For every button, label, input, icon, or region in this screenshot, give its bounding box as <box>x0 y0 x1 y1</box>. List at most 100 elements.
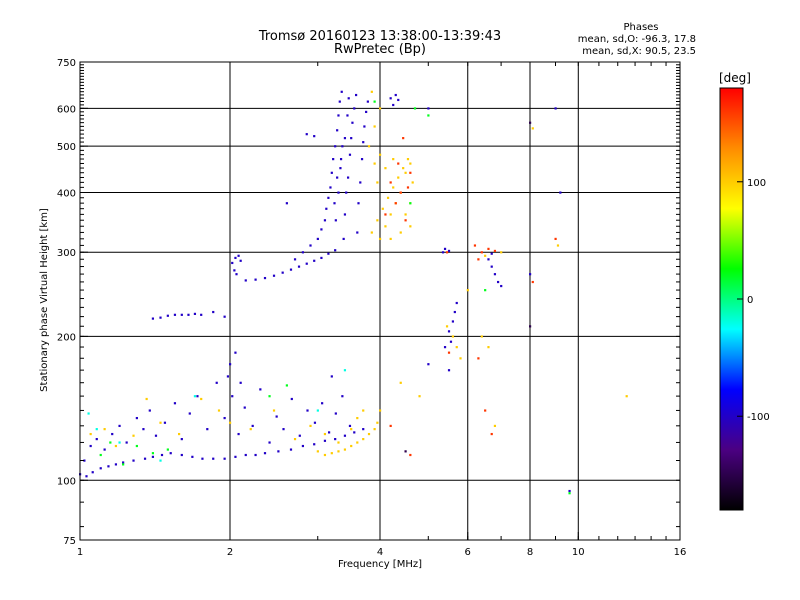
data-point <box>330 171 333 174</box>
data-point <box>337 450 340 453</box>
grid <box>80 62 680 540</box>
data-point <box>99 453 102 457</box>
data-point <box>359 181 362 184</box>
data-point <box>343 434 347 437</box>
data-point <box>455 301 458 305</box>
phases-o-stats: mean, sd,O: -96.3, 17.8 <box>578 34 696 45</box>
data-point <box>277 450 280 453</box>
data-point <box>293 258 297 261</box>
data-point <box>362 141 365 144</box>
data-point <box>327 252 330 255</box>
data-point <box>290 397 293 401</box>
data-point <box>427 363 430 366</box>
data-point <box>309 244 312 247</box>
data-point <box>445 251 449 254</box>
data-point <box>386 196 390 199</box>
data-point <box>339 158 343 161</box>
data-point <box>404 219 407 222</box>
data-point <box>125 441 128 444</box>
data-point <box>316 237 319 241</box>
data-point <box>343 448 347 451</box>
data-point <box>554 107 557 110</box>
data-point <box>373 100 376 103</box>
data-point <box>226 375 230 378</box>
data-point <box>379 153 382 156</box>
data-point <box>447 351 451 354</box>
data-point <box>447 249 451 253</box>
data-points <box>79 90 628 495</box>
data-point <box>500 284 503 288</box>
data-point <box>244 453 247 457</box>
data-point <box>329 186 332 189</box>
data-point <box>529 325 532 328</box>
data-point <box>531 127 534 130</box>
data-point <box>348 153 352 156</box>
data-point <box>339 167 342 170</box>
data-point <box>394 93 397 97</box>
data-point <box>193 312 197 315</box>
phases-title: Phases <box>623 22 658 33</box>
data-point <box>301 251 305 254</box>
data-point <box>473 244 477 247</box>
data-point <box>313 443 316 446</box>
y-axis-label: Stationary phase Virtual Height [km] <box>39 208 50 392</box>
data-point <box>418 395 421 398</box>
data-point <box>151 455 155 458</box>
data-point <box>343 369 347 372</box>
data-point <box>151 452 155 455</box>
data-point <box>341 145 344 148</box>
y-tick-label: 500 <box>57 142 76 153</box>
data-point <box>122 461 125 464</box>
data-point <box>379 409 382 412</box>
data-point <box>556 244 560 247</box>
data-point <box>313 135 316 138</box>
data-point <box>373 428 376 431</box>
data-point <box>163 421 167 424</box>
data-point <box>402 167 405 170</box>
data-point <box>99 467 102 470</box>
data-point <box>343 137 347 140</box>
data-point <box>231 261 234 265</box>
data-point <box>132 459 135 462</box>
y-tick-label: 300 <box>57 248 76 259</box>
data-point <box>376 181 379 184</box>
x-tick-label: 2 <box>227 547 233 558</box>
data-point <box>239 381 242 384</box>
plot-area: 1 2 4 6 8 10 16 75 100 200 300 400 500 600 750 <box>57 58 686 558</box>
data-point <box>373 125 376 128</box>
data-point <box>366 100 369 103</box>
chart-subtitle: RwPretec (Bp) <box>334 42 426 57</box>
data-point <box>217 409 221 412</box>
x-tick-label: 4 <box>377 547 383 558</box>
colorbar-tick-label: -100 <box>747 412 770 423</box>
data-point <box>154 434 158 437</box>
data-point <box>313 421 317 424</box>
data-point <box>293 437 297 441</box>
data-point <box>272 274 276 277</box>
data-point <box>399 381 402 384</box>
data-point <box>493 424 497 428</box>
data-point <box>427 107 430 110</box>
data-point <box>169 452 172 455</box>
data-point <box>272 409 276 412</box>
data-point <box>316 450 319 453</box>
data-point <box>323 219 327 222</box>
data-point <box>334 249 337 252</box>
data-point <box>362 428 365 431</box>
data-point <box>114 444 118 448</box>
data-point <box>132 434 135 437</box>
data-point <box>234 351 237 354</box>
data-point <box>477 258 480 261</box>
data-point <box>487 258 490 261</box>
data-point <box>404 213 407 216</box>
data-point <box>91 471 94 474</box>
data-point <box>427 114 430 117</box>
y-tick-label: 75 <box>63 536 76 547</box>
data-point <box>313 259 316 262</box>
data-point <box>343 213 347 216</box>
data-point <box>180 453 183 457</box>
data-point <box>239 259 242 262</box>
data-point <box>337 114 340 117</box>
data-point <box>200 397 203 401</box>
